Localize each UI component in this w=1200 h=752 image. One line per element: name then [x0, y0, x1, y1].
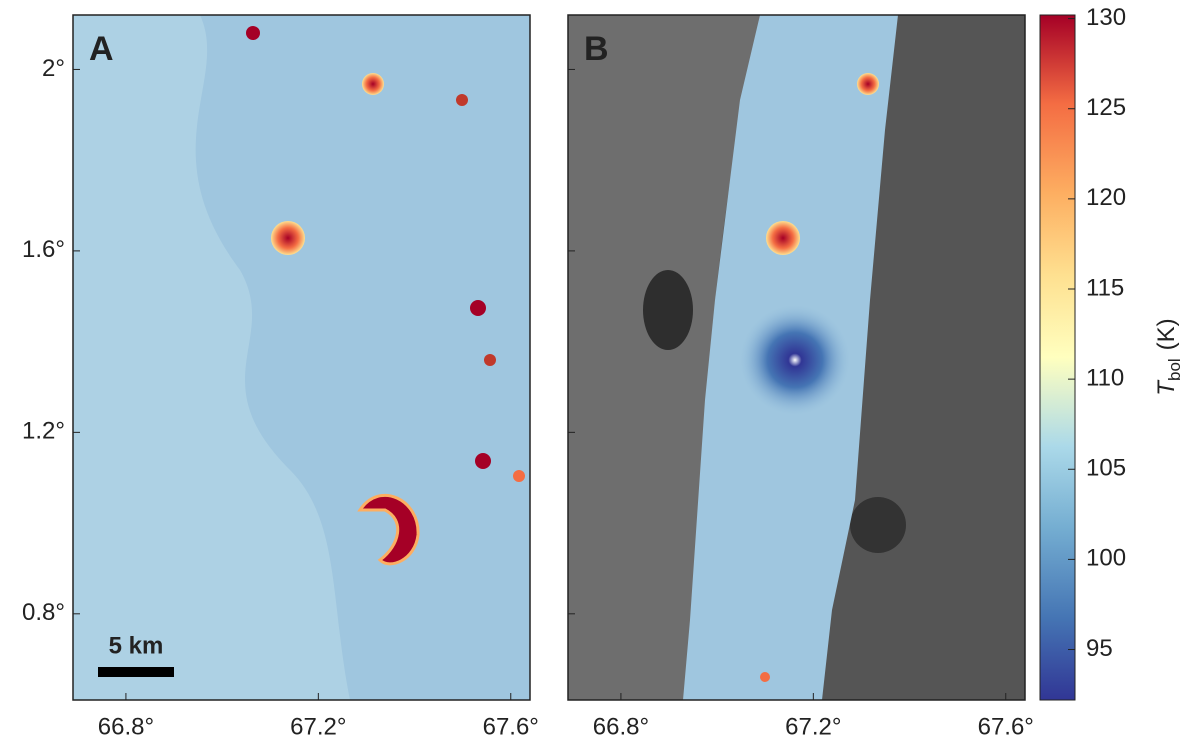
x-tick-label: 67.6° [483, 713, 539, 740]
colorbar-label: Tbol (K) [1153, 318, 1184, 395]
colorbar-tick-label: 125 [1086, 94, 1126, 121]
colorbar-tick-label: 130 [1086, 4, 1126, 31]
scale-bar-label: 5 km [109, 632, 164, 659]
colorbar-tick-label: 110 [1086, 364, 1124, 391]
colorbar [1039, 14, 1076, 701]
colorbar-label-part: T [1153, 379, 1180, 396]
x-tick-label: 67.2° [290, 713, 346, 740]
panel-frame [72, 14, 531, 701]
y-tick-label: 1.2° [22, 418, 65, 445]
x-tick-label: 66.8° [98, 713, 154, 740]
x-tick-label: 66.8° [593, 713, 649, 740]
y-tick-label: 1.6° [22, 236, 65, 263]
colorbar-tick-label: 115 [1086, 274, 1124, 301]
colorbar-label-part: bol [1165, 358, 1184, 381]
colorbar-tick-label: 95 [1086, 635, 1113, 662]
colorbar-tick-label: 105 [1086, 455, 1126, 482]
panel-b-image [568, 15, 1025, 700]
y-tick-label: 2° [42, 55, 65, 82]
panel-frame [567, 14, 1026, 701]
panel-label: A [89, 30, 114, 68]
colorbar-label-part: (K) [1153, 318, 1180, 350]
x-tick-label: 67.2° [785, 713, 841, 740]
y-tick-label: 0.8° [22, 599, 65, 626]
x-tick-label: 67.6° [978, 713, 1034, 740]
colorbar-tick-label: 100 [1086, 545, 1126, 572]
scale-bar [98, 667, 174, 677]
colorbar-tick-label: 120 [1086, 184, 1126, 211]
panel-label: B [584, 30, 609, 68]
panel-a-image [73, 15, 530, 700]
